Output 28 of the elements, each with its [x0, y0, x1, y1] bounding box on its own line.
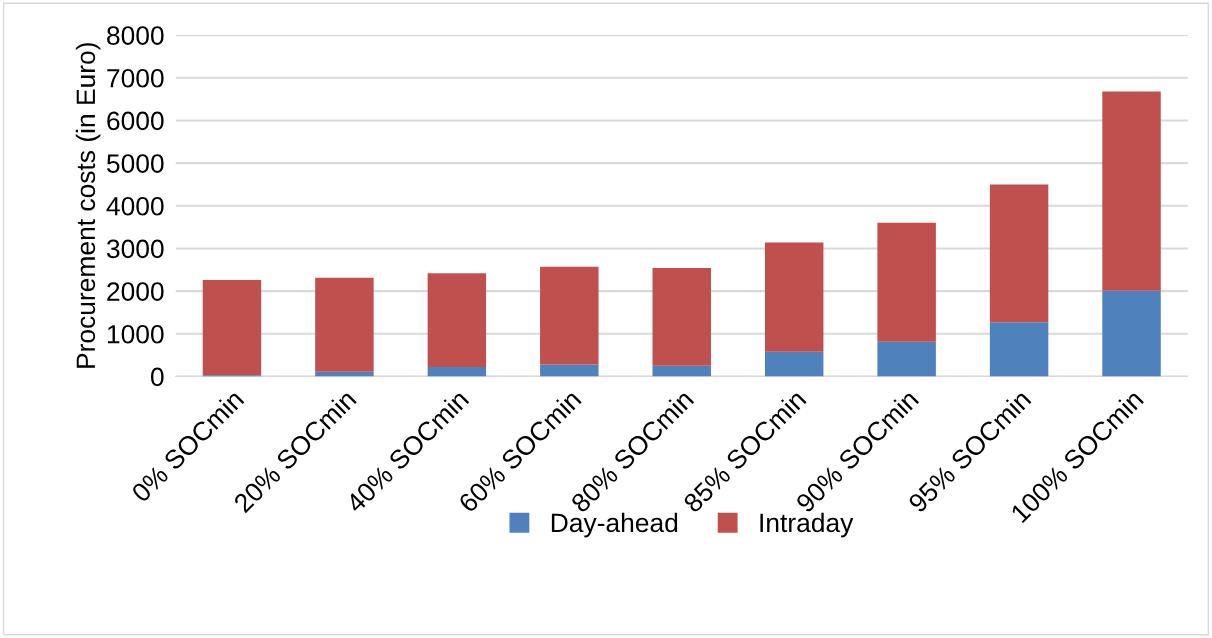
- y-tick-label: 7000: [107, 68, 164, 88]
- bar: [764, 351, 824, 377]
- bar: [877, 222, 936, 342]
- bar: [315, 277, 374, 372]
- y-tick-label: 3000: [106, 239, 164, 259]
- y-tick-label: 5000: [106, 154, 164, 173]
- y-tick-label: 0: [150, 367, 164, 387]
- legend-label: Day-ahead: [551, 512, 678, 538]
- bar: [652, 268, 711, 366]
- bar: [989, 322, 1049, 377]
- bar: [202, 279, 262, 376]
- bar: [1102, 290, 1161, 377]
- y-tick-label: 1000: [107, 324, 164, 344]
- bar: [540, 266, 599, 365]
- y-tick-label: 4000: [106, 196, 164, 216]
- y-tick-label: 6000: [107, 111, 164, 131]
- bar: [427, 367, 487, 377]
- bar: [877, 341, 936, 377]
- bar: [989, 184, 1049, 323]
- bar: [540, 364, 599, 377]
- bar: [764, 242, 824, 352]
- bar: [1102, 91, 1161, 291]
- bar: [427, 273, 487, 368]
- y-tick-label: 8000: [107, 26, 164, 45]
- bar: [652, 365, 711, 377]
- legend-label: Intraday: [760, 512, 854, 538]
- y-tick-label: 2000: [107, 282, 164, 301]
- y-axis-title: Procurement costs (in Euro): [75, 43, 101, 368]
